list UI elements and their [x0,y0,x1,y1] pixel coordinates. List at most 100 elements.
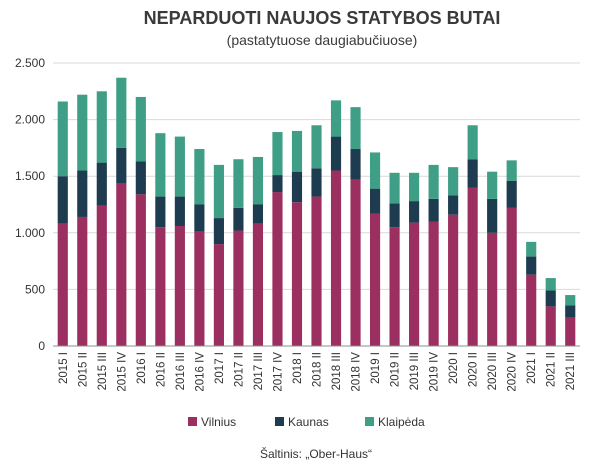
bar-vilnius-2020-ii [467,187,478,346]
x-tick-label: 2020 I [448,352,460,384]
bar-kaunas-2021-iii [565,305,576,318]
bar-klaip-da-2015-iv [116,77,127,148]
legend-swatch-klaipeda [365,417,374,426]
bar-klaip-da-2019-i [369,152,381,189]
x-tick-label: 2015 II [77,352,89,387]
bar-klaip-da-2016-iv [194,149,205,205]
y-tick-label: 2.500 [15,56,45,70]
x-tick-label: 2018 III [331,352,343,390]
bar-kaunas-2016-iii [174,196,185,227]
x-tick-label: 2017 II [233,352,245,387]
bar-klaip-da-2021-ii [545,278,556,291]
bar-vilnius-2021-ii [545,306,556,346]
bar-klaip-da-2018-ii [311,125,322,169]
bar-kaunas-2017-ii [233,207,244,231]
bar-kaunas-2019-iii [409,201,420,223]
bar-klaip-da-2016-i [135,96,146,162]
x-tick-label: 2019 IV [429,352,441,392]
bar-vilnius-2018-iii [330,170,342,346]
legend-item-vilnius: Vilnius [188,415,236,429]
x-tick-label: 2017 III [253,352,265,390]
bar-vilnius-2019-iii [409,222,420,346]
y-tick-label: 0 [38,339,45,353]
bar-klaip-da-2017-iv [272,132,283,176]
bar-vilnius-2020-i [448,214,459,346]
bar-vilnius-2018-ii [311,196,322,346]
x-tick-label: 2017 I [214,352,226,384]
bar-vilnius-2015-iv [116,182,127,346]
x-tick-label: 2020 III [487,352,499,390]
source-note: Šaltinis: „Ober-Haus“ [260,446,372,461]
legend-label-vilnius: Vilnius [201,415,236,429]
legend-swatch-kaunas [275,417,284,426]
bar-kaunas-2020-i [448,195,459,215]
bar-klaip-da-2016-iii [174,136,185,197]
bar-vilnius-2021-iii [565,317,576,346]
bar-kaunas-2021-ii [545,290,556,307]
bar-kaunas-2015-i [57,176,68,224]
bar-kaunas-2016-iv [194,204,205,232]
bar-vilnius-2018-iv [350,179,361,346]
bar-vilnius-2018-i [291,202,303,346]
x-tick-label: 2020 II [468,352,480,387]
bar-vilnius-2017-iii [252,223,264,346]
bar-kaunas-2020-iii [487,198,498,233]
bar-kaunas-2018-iii [330,136,342,171]
bar-klaip-da-2018-iii [330,100,342,137]
x-tick-label: 2019 I [370,352,382,384]
bar-vilnius-2015-iii [96,205,107,346]
bar-vilnius-2021-i [526,274,537,346]
bar-klaip-da-2019-iv [428,164,439,199]
x-tick-label: 2018 II [312,352,324,387]
bar-vilnius-2019-iv [428,221,439,346]
legend-item-kaunas: Kaunas [275,415,329,429]
bar-kaunas-2018-ii [311,168,322,197]
x-tick-label: 2019 III [409,352,421,390]
bar-klaip-da-2015-i [57,101,68,177]
bar-kaunas-2018-i [291,171,303,203]
x-tick-label: 2018 IV [351,352,363,392]
bar-klaip-da-2020-iii [487,171,498,199]
x-axis-ticks: 2015 I 2015 II 2015 III 2015 IV 2016 I 2016 I… [58,352,577,392]
bar-kaunas-2015-iii [96,162,107,206]
bar-vilnius-2020-iv [506,207,517,346]
bar-vilnius-2015-ii [77,216,88,346]
bar-klaip-da-2018-i [291,130,303,172]
bar-klaip-da-2017-iii [252,156,264,205]
legend-label-klaipeda: Klaipėda [378,415,425,429]
bars [57,77,576,346]
x-tick-label: 2016 III [175,352,187,390]
bar-kaunas-2019-ii [389,203,400,228]
bar-vilnius-2016-iv [194,231,205,346]
x-tick-label: 2016 II [155,352,167,387]
bar-kaunas-2020-ii [467,159,478,188]
x-tick-label: 2015 III [97,352,109,390]
x-tick-label: 2016 IV [194,352,206,392]
chart-subtitle: (pastatytuose daugiabučiuose) [227,32,418,48]
y-axis-ticks: 0 500 1.000 1.500 2.000 2.500 [15,56,45,353]
bar-kaunas-2021-i [526,256,537,275]
x-tick-label: 2020 IV [507,352,519,392]
bar-vilnius-2020-iii [487,232,498,346]
bar-vilnius-2015-i [57,223,68,346]
bar-vilnius-2019-i [369,213,381,346]
bar-vilnius-2016-iii [174,226,185,346]
bar-kaunas-2020-iv [506,180,517,208]
x-tick-label: 2015 IV [116,352,128,392]
bar-klaip-da-2015-ii [77,94,88,171]
x-tick-label: 2021 III [565,352,577,390]
bar-klaip-da-2020-iv [506,160,517,181]
bar-kaunas-2015-ii [77,170,88,217]
bar-kaunas-2019-i [369,188,381,214]
bar-klaip-da-2016-ii [155,133,166,197]
bar-vilnius-2017-iv [272,192,283,346]
bar-klaip-da-2021-iii [565,295,576,306]
bar-vilnius-2017-ii [233,230,244,346]
bar-klaip-da-2021-i [526,241,537,257]
x-tick-label: 2021 I [526,352,538,384]
x-tick-label: 2018 I [292,352,304,384]
bar-kaunas-2019-iv [428,198,439,222]
legend-label-kaunas: Kaunas [288,415,329,429]
bar-klaip-da-2015-iii [96,91,107,163]
